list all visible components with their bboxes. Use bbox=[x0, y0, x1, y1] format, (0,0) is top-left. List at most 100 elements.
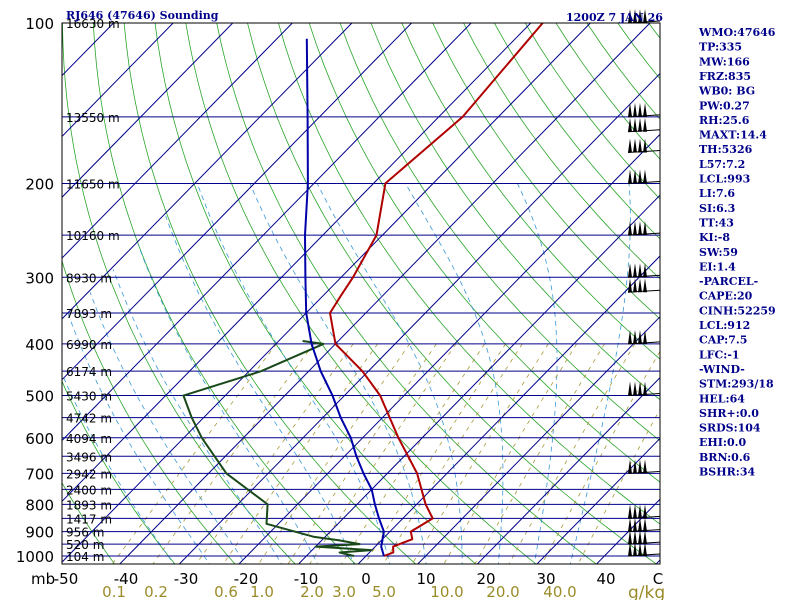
mixing-ratio-tick-label: 0.2 bbox=[144, 583, 168, 600]
wind-barb-flag bbox=[643, 169, 647, 184]
wind-barb-flag bbox=[628, 263, 632, 278]
index-item: -WIND- bbox=[699, 363, 745, 376]
pressure-tick-label: 900 bbox=[25, 524, 54, 542]
index-item: CINH:52259 bbox=[699, 304, 776, 317]
wind-barb-flag bbox=[633, 138, 637, 153]
moist-adiabat bbox=[165, 215, 355, 564]
height-label: 104 m bbox=[66, 550, 104, 564]
dry-adiabat bbox=[278, 23, 660, 525]
index-item: LFC:-1 bbox=[699, 348, 740, 361]
isotherm bbox=[62, 23, 174, 138]
height-label: 16630 m bbox=[66, 17, 120, 31]
dry-adiabat bbox=[123, 23, 417, 564]
wind-barb-flag bbox=[638, 117, 642, 132]
index-item: SW:59 bbox=[699, 246, 738, 259]
dry-adiabat bbox=[216, 23, 597, 564]
wind-barb-flag bbox=[628, 517, 632, 532]
dry-adiabat bbox=[62, 23, 296, 564]
isotherm bbox=[62, 23, 412, 381]
index-item: RH:25.6 bbox=[699, 114, 750, 127]
wind-barb-flag bbox=[643, 117, 647, 132]
wind-barb-flag bbox=[638, 459, 642, 474]
valid-time: 1200Z 7 JAN 26 bbox=[566, 11, 663, 24]
mixing-ratio-line bbox=[443, 343, 578, 564]
wind-barb-flag bbox=[638, 517, 642, 532]
wind-barb-flag bbox=[638, 221, 642, 236]
wind-barb-flag bbox=[633, 504, 637, 519]
wind-barb-flag bbox=[643, 504, 647, 519]
index-item: WMO:47646 bbox=[698, 26, 776, 39]
isotherm bbox=[238, 133, 660, 564]
index-item: SRDS:104 bbox=[699, 422, 761, 435]
wind-barb-flag bbox=[633, 381, 637, 396]
temperature-tick-label: -30 bbox=[174, 570, 199, 588]
wind-barb-flag bbox=[633, 102, 637, 117]
mixing-ratio-line bbox=[111, 343, 277, 564]
mixing-ratio-line bbox=[508, 343, 636, 564]
wind-barb-flag bbox=[633, 278, 637, 293]
wind-barb-flag bbox=[638, 504, 642, 519]
mixing-ratio-tick-label: 3.0 bbox=[332, 583, 356, 600]
index-item: CAP:7.5 bbox=[699, 334, 747, 347]
index-item: LCL:912 bbox=[699, 319, 750, 332]
moist-adiabat bbox=[316, 183, 463, 564]
mixing-ratio-line bbox=[382, 343, 523, 564]
temperature-profile bbox=[329, 23, 544, 557]
pressure-tick-label: 600 bbox=[25, 430, 54, 448]
pressure-tick-label: 700 bbox=[25, 465, 54, 483]
moist-adiabat bbox=[112, 269, 282, 564]
index-item: BRN:0.6 bbox=[699, 451, 751, 464]
mixing-ratio-tick-label: 1.0 bbox=[250, 583, 274, 600]
temperature-tick-label: 10 bbox=[416, 570, 435, 588]
moist-adiabat bbox=[137, 244, 318, 564]
mixing-ratio-tick-label: 10.0 bbox=[430, 583, 463, 600]
wind-barb-flag bbox=[628, 530, 632, 545]
wind-barb-flag bbox=[643, 221, 647, 236]
mixing-ratio-tick-label: 5.0 bbox=[372, 583, 396, 600]
dry-adiabat bbox=[308, 23, 660, 483]
dry-adiabat bbox=[339, 23, 660, 442]
height-label: 11650 m bbox=[66, 177, 120, 191]
wind-barb-flag bbox=[633, 517, 637, 532]
wind-barb-flag bbox=[633, 221, 637, 236]
isotherm bbox=[297, 194, 660, 564]
isotherm bbox=[62, 23, 293, 259]
index-item: MAXT:14.4 bbox=[699, 129, 767, 142]
dry-adiabat bbox=[185, 23, 537, 564]
grid-layer bbox=[62, 23, 660, 564]
moist-adiabat bbox=[62, 372, 175, 564]
wind-barb-flag bbox=[638, 381, 642, 396]
wind-barb-flag bbox=[628, 102, 632, 117]
index-item: SHR+:0.0 bbox=[699, 407, 759, 420]
wind-barb-flag bbox=[643, 102, 647, 117]
index-item: SI:6.3 bbox=[699, 202, 735, 215]
wind-barb-flag bbox=[628, 278, 632, 293]
height-label: 4742 m bbox=[66, 412, 112, 426]
wind-barb-flag bbox=[628, 9, 632, 23]
wind-barb-flag bbox=[643, 530, 647, 545]
temperature-tick-label: 20 bbox=[476, 570, 495, 588]
temperature-tick-label: -50 bbox=[54, 570, 79, 588]
isotherm bbox=[119, 23, 651, 564]
dry-adiabat bbox=[62, 482, 116, 564]
wind-barb-flag bbox=[628, 542, 632, 556]
index-item: HEL:64 bbox=[699, 392, 745, 405]
wind-barb-flag bbox=[628, 504, 632, 519]
temperature-tick-label: 0 bbox=[361, 570, 371, 588]
height-label: 3496 m bbox=[66, 450, 112, 464]
index-item: EI:1.4 bbox=[699, 260, 736, 273]
mixing-ratio-line bbox=[152, 343, 314, 564]
moist-adiabat bbox=[569, 183, 631, 564]
isotherm bbox=[62, 23, 472, 442]
mixing-ratio-line bbox=[364, 343, 506, 564]
plot-frame bbox=[61, 22, 661, 565]
index-item: FRZ:835 bbox=[699, 70, 751, 83]
isotherm bbox=[536, 437, 660, 564]
index-item: BSHR:34 bbox=[699, 466, 755, 479]
wind-barb-flag bbox=[638, 542, 642, 556]
dry-adiabat bbox=[62, 380, 176, 564]
moist-adiabat bbox=[89, 292, 246, 564]
mixing-ratio-line bbox=[340, 343, 485, 564]
